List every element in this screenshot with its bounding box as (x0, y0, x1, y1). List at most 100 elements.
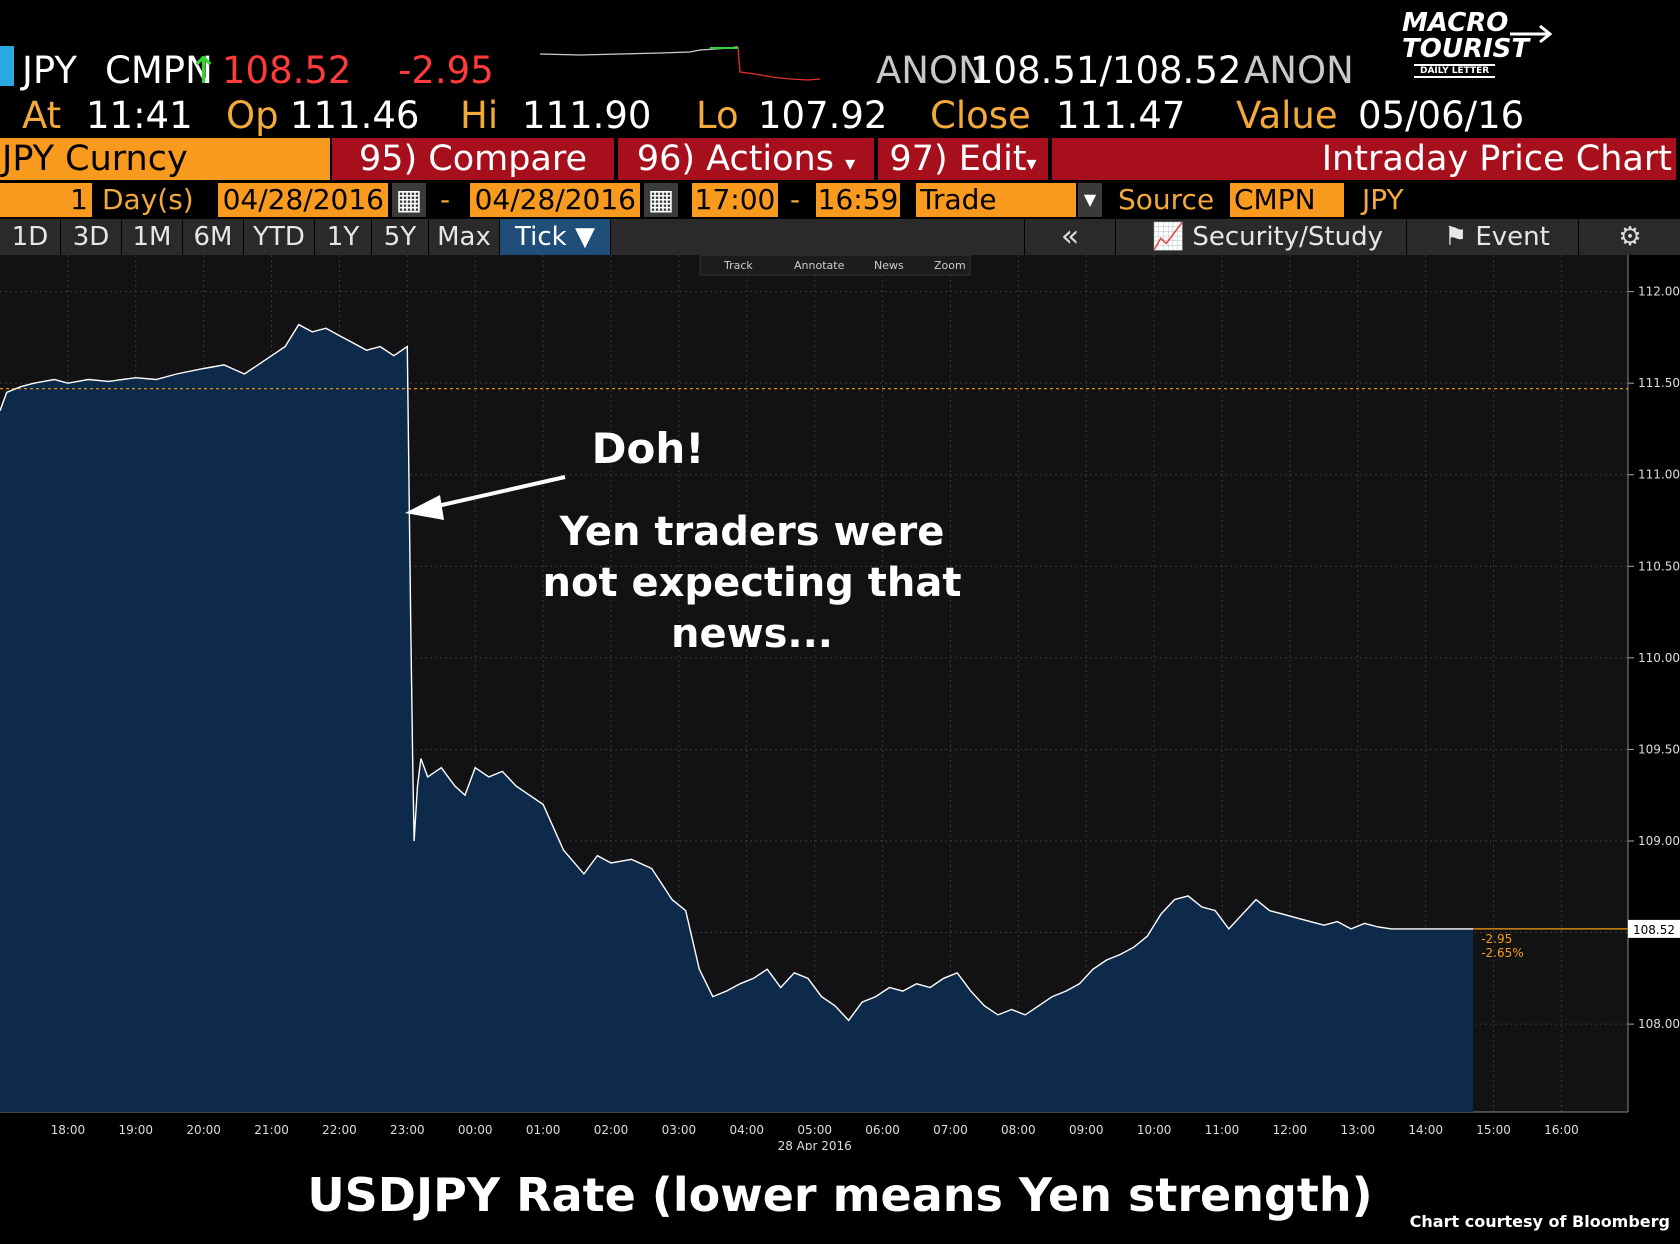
actions-menu[interactable]: 96) Actions ▾ (618, 138, 874, 180)
end-time[interactable]: 16:59 (816, 183, 900, 217)
caret-down-icon: ▾ (845, 151, 856, 175)
low-label: Lo (696, 94, 739, 137)
x-tick-label: 21:00 (254, 1123, 289, 1137)
chart-tool-zoom: Zoom (934, 259, 966, 272)
period-number[interactable]: 1 (0, 183, 92, 217)
tick-dropdown[interactable]: Tick ▼ (500, 219, 611, 255)
x-tick-label: 22:00 (322, 1123, 357, 1137)
tab-1y[interactable]: 1Y (315, 219, 372, 255)
chart-tool-news: News (874, 259, 904, 272)
price-area (0, 324, 1474, 1113)
edit-menu[interactable]: 97) Edit▾ (878, 138, 1048, 180)
ask-source: ANON (1244, 49, 1354, 92)
at-label: At (22, 94, 62, 137)
y-tick-label: 110.50 (1638, 559, 1680, 573)
price-line (0, 323, 1474, 1022)
compare-button[interactable]: 95) Compare (332, 138, 614, 180)
last-price-tag (1628, 919, 1680, 938)
edit-label: 97) Edit (889, 139, 1027, 179)
study-chart-icon: 📈 (1152, 222, 1185, 252)
annotation-arrow-shaft (419, 475, 566, 512)
x-tick-label: 01:00 (526, 1123, 561, 1137)
last-price-label: 108.52 (1633, 923, 1675, 937)
x-tick-label: 23:00 (390, 1123, 425, 1137)
annotation-arrow-head (405, 495, 444, 520)
net-change: -2.95 (398, 49, 494, 92)
x-date-label: 28 Apr 2016 (778, 1139, 852, 1150)
source-label: Source (1118, 183, 1215, 216)
x-tick-label: 02:00 (594, 1123, 629, 1137)
y-tick-label: 108.00 (1638, 1017, 1680, 1031)
study-label: Security/Study (1192, 222, 1383, 252)
tab-ytd[interactable]: YTD (244, 219, 315, 255)
view-title: Intraday Price Chart (1052, 138, 1676, 180)
bid-ask: 108.51/108.52 (970, 49, 1242, 92)
x-tick-label: 05:00 (797, 1123, 832, 1137)
security-study-button[interactable]: 📈 Security/Study (1116, 219, 1407, 255)
x-tick-label: 16:00 (1544, 1123, 1579, 1137)
data-type-select[interactable]: Trade (916, 183, 1076, 217)
x-tick-label: 14:00 (1408, 1123, 1443, 1137)
chart-area: 18:00 19:00 20:00 21:00 22:00 23:00 00:00 01:00… (0, 254, 1680, 1153)
event-label: Event (1475, 222, 1550, 252)
event-button[interactable]: ⚑ Event (1408, 219, 1579, 255)
last-price: 108.52 (222, 49, 352, 92)
price-source: CMPN (105, 49, 213, 92)
x-tick-label: 07:00 (933, 1123, 968, 1137)
dropdown-arrow-icon[interactable]: ▼ (1078, 183, 1102, 217)
collapse-icon[interactable]: « (1024, 219, 1116, 255)
high-value: 111.90 (522, 94, 652, 137)
calendar-icon[interactable]: ▦ (644, 183, 678, 217)
tab-6m[interactable]: 6M (183, 219, 244, 255)
annotation-doh: Doh! (592, 424, 705, 473)
intraday-chart: 18:00 19:00 20:00 21:00 22:00 23:00 00:00 01:00… (0, 254, 1680, 1153)
change-label: -2.95 (1481, 932, 1512, 946)
x-tick-label: 20:00 (186, 1123, 221, 1137)
sparkline-down (737, 46, 821, 81)
x-tick-label: 18:00 (51, 1123, 86, 1137)
tab-1m[interactable]: 1M (122, 219, 183, 255)
annotation-line3: news... (671, 611, 833, 657)
security-field[interactable]: JPY Curncy (0, 138, 330, 180)
at-time: 11:41 (86, 94, 193, 137)
gear-icon[interactable]: ⚙ (1580, 219, 1680, 255)
bid-source: ANON (876, 49, 986, 92)
value-label: Value (1236, 94, 1338, 137)
period-unit[interactable]: Day(s) (102, 183, 194, 216)
start-time[interactable]: 17:00 (692, 183, 778, 217)
tab-1d[interactable]: 1D (0, 219, 61, 255)
open-value: 111.46 (290, 94, 420, 137)
pct-change-label: -2.65% (1481, 946, 1523, 960)
x-tick-label: 19:00 (118, 1123, 153, 1137)
logo-line1: MACRO (1402, 8, 1509, 38)
y-tick-label: 111.00 (1638, 468, 1680, 482)
date-dash: - (440, 183, 451, 216)
close-label: Close (930, 94, 1031, 137)
calendar-icon[interactable]: ▦ (392, 183, 426, 217)
x-tick-label: 00:00 (458, 1123, 493, 1137)
y-tick-label: 112.00 (1638, 285, 1680, 299)
caret-down-icon: ▾ (1026, 151, 1037, 175)
close-value: 111.47 (1056, 94, 1186, 137)
y-tick-label: 109.00 (1638, 834, 1680, 848)
high-label: Hi (460, 94, 499, 137)
value-date: 05/06/16 (1358, 94, 1525, 137)
sparkline (540, 46, 821, 81)
currency-label: JPY (1362, 183, 1404, 216)
low-value: 107.92 (758, 94, 888, 137)
up-arrow-icon: ↑ (188, 49, 220, 92)
source-field[interactable]: CMPN (1230, 183, 1344, 217)
macro-tourist-logo: MACRO TOURIST DAILY LETTER (1358, 8, 1650, 88)
chart-tool-track: Track (723, 259, 753, 272)
end-date[interactable]: 04/28/2016 (470, 183, 640, 217)
y-tick-label: 110.00 (1638, 651, 1680, 665)
security-indicator (0, 46, 14, 86)
tab-3d[interactable]: 3D (61, 219, 122, 255)
x-tick-label: 15:00 (1476, 1123, 1511, 1137)
start-date[interactable]: 04/28/2016 (218, 183, 388, 217)
x-tick-label: 09:00 (1069, 1123, 1104, 1137)
chart-credit: Chart courtesy of Bloomberg (1409, 1212, 1670, 1231)
chart-tool-annotate: Annotate (794, 259, 845, 272)
tab-5y[interactable]: 5Y (372, 219, 429, 255)
tab-max[interactable]: Max (429, 219, 500, 255)
